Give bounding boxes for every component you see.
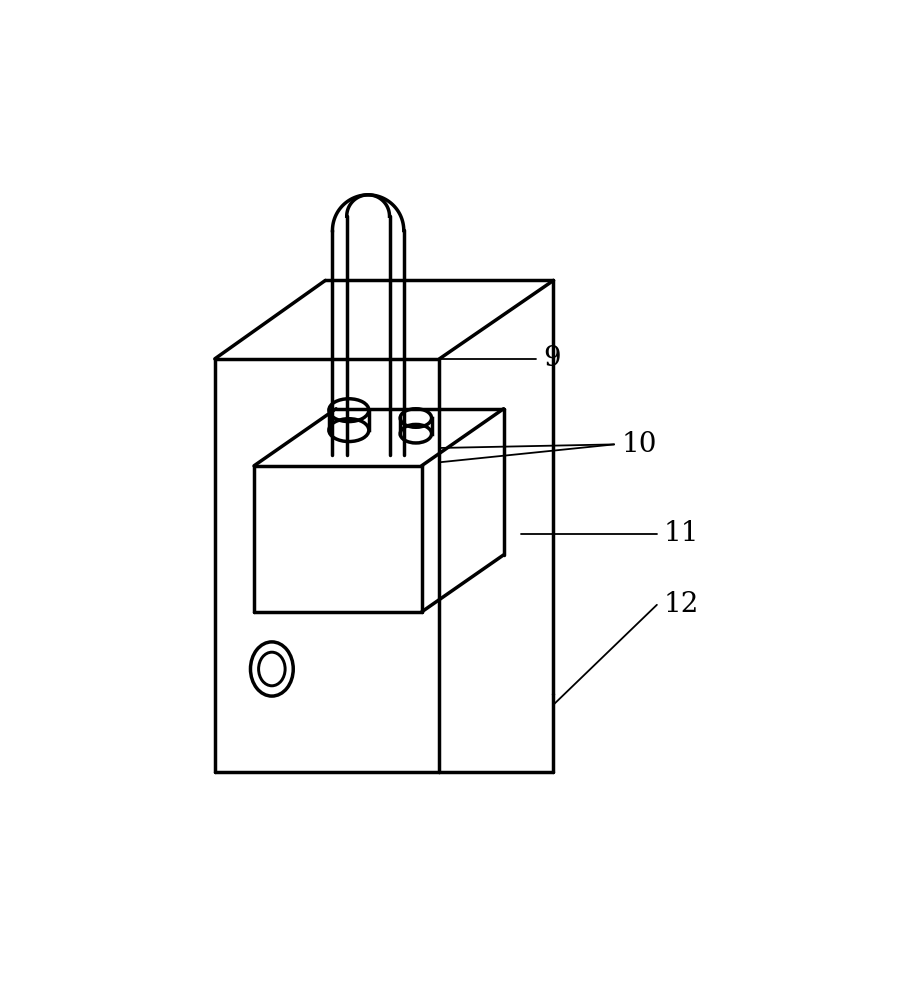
Text: 9: 9 bbox=[542, 345, 560, 372]
Text: 10: 10 bbox=[620, 431, 656, 458]
Text: 11: 11 bbox=[664, 520, 698, 547]
Text: 12: 12 bbox=[664, 591, 698, 618]
